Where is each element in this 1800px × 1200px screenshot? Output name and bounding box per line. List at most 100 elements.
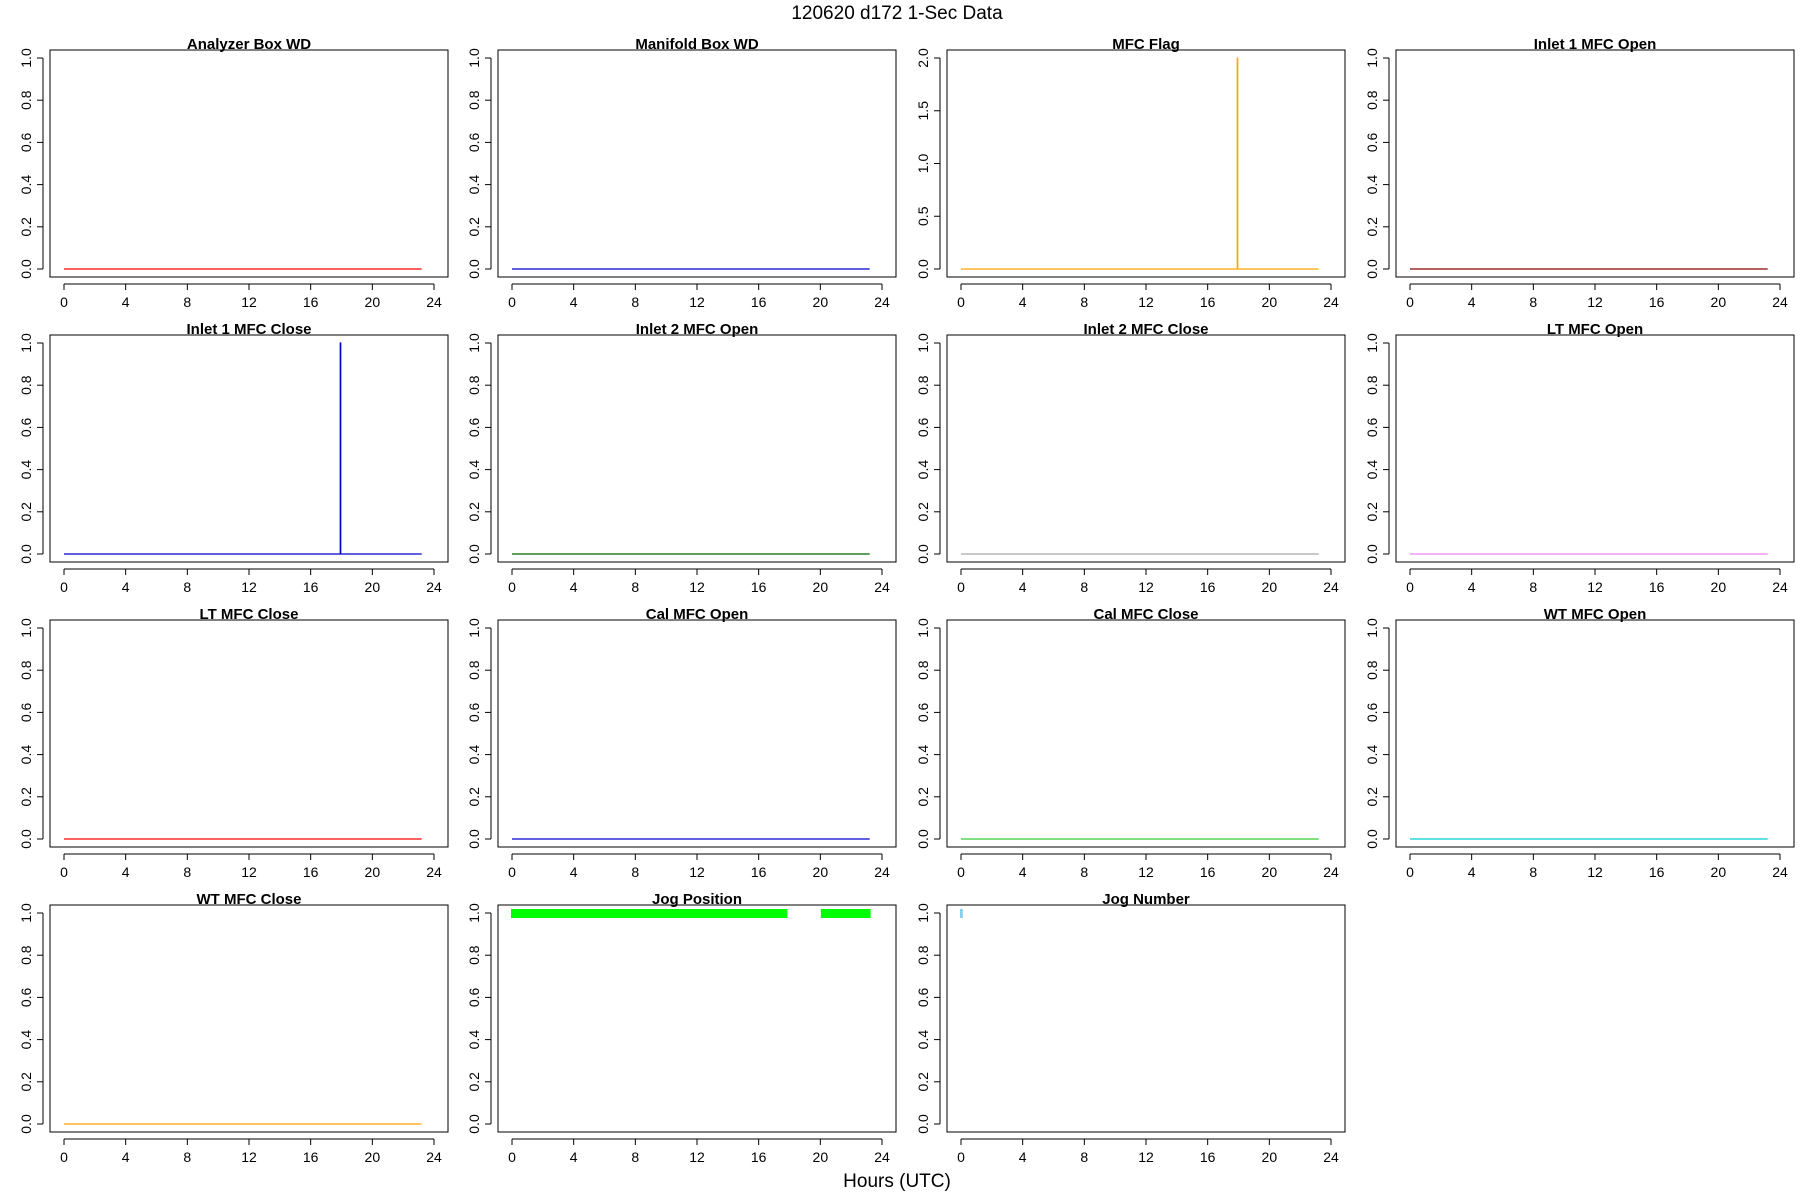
x-tick-label: 8 xyxy=(1080,579,1088,595)
x-tick-label: 24 xyxy=(1323,864,1339,880)
y-tick-label: 0.4 xyxy=(915,1030,931,1050)
x-tick-label: 20 xyxy=(813,294,829,310)
x-tick-label: 4 xyxy=(1019,864,1027,880)
x-tick-label: 20 xyxy=(365,1149,381,1165)
y-tick-label: 1.0 xyxy=(466,618,482,638)
x-tick-label: 24 xyxy=(874,1149,890,1165)
panel-title: WT MFC Close xyxy=(197,891,302,908)
x-tick-label: 24 xyxy=(1772,294,1788,310)
x-tick-label: 20 xyxy=(1711,294,1727,310)
x-tick-label: 20 xyxy=(1711,864,1727,880)
x-tick-label: 4 xyxy=(570,294,578,310)
plot-frame xyxy=(49,334,449,563)
y-tick-label: 1.5 xyxy=(915,101,931,121)
x-tick-label: 4 xyxy=(122,579,130,595)
x-tick-label: 12 xyxy=(241,1149,257,1165)
x-tick-label: 20 xyxy=(1262,579,1278,595)
y-tick-label: 0.0 xyxy=(1364,544,1380,564)
y-tick-label: 0.4 xyxy=(18,175,34,195)
x-tick-label: 16 xyxy=(751,294,767,310)
y-tick-label: 0.6 xyxy=(915,702,931,722)
x-tick-label: 12 xyxy=(689,1149,705,1165)
x-tick-label: 4 xyxy=(1468,579,1476,595)
y-tick-label: 0.0 xyxy=(466,829,482,849)
y-tick-label: 0.8 xyxy=(1364,90,1380,110)
x-tick-label: 24 xyxy=(874,294,890,310)
panel-title: Manifold Box WD xyxy=(635,36,758,53)
plot-frame xyxy=(497,334,897,563)
y-tick-label: 0.0 xyxy=(1364,259,1380,279)
plot-frame xyxy=(946,904,1346,1133)
panel-title: Inlet 1 MFC Close xyxy=(186,321,311,338)
y-tick-label: 0.8 xyxy=(18,375,34,395)
x-tick-label: 0 xyxy=(1406,294,1414,310)
x-tick-label: 4 xyxy=(1468,294,1476,310)
y-tick-label: 0.2 xyxy=(466,787,482,807)
chart-panel: Jog Number 0 4 8 12 16 20 24 0.0 0.2 0.4 0.6 0.8 1.0 xyxy=(915,891,1346,1165)
x-tick-label: 24 xyxy=(426,864,442,880)
y-tick-label: 1.0 xyxy=(915,618,931,638)
x-tick-label: 16 xyxy=(1649,294,1665,310)
y-tick-label: 0.4 xyxy=(1364,460,1380,480)
y-tick-label: 1.0 xyxy=(915,903,931,923)
y-tick-label: 0.0 xyxy=(915,544,931,564)
y-tick-label: 0.6 xyxy=(915,417,931,437)
x-tick-label: 8 xyxy=(183,294,191,310)
x-tick-label: 8 xyxy=(1080,864,1088,880)
x-tick-label: 16 xyxy=(1649,579,1665,595)
y-tick-label: 1.0 xyxy=(18,618,34,638)
x-tick-label: 24 xyxy=(1323,294,1339,310)
chart-panel: WT MFC Open 0 4 8 12 16 20 24 0.0 0.2 0.4 0.6 0.8 1.0 xyxy=(1364,606,1795,880)
x-tick-label: 12 xyxy=(1587,864,1603,880)
x-tick-label: 0 xyxy=(508,294,516,310)
x-tick-label: 0 xyxy=(957,864,965,880)
x-tick-label: 0 xyxy=(60,579,68,595)
x-tick-label: 16 xyxy=(1200,579,1216,595)
y-tick-label: 0.4 xyxy=(466,460,482,480)
x-tick-label: 20 xyxy=(365,864,381,880)
y-tick-label: 0.6 xyxy=(1364,702,1380,722)
x-tick-label: 4 xyxy=(1019,579,1027,595)
y-tick-label: 0.8 xyxy=(466,945,482,965)
plot-frame xyxy=(49,619,449,848)
x-axis-title: Hours (UTC) xyxy=(843,1171,951,1192)
y-tick-label: 0.4 xyxy=(915,460,931,480)
x-tick-label: 16 xyxy=(303,1149,319,1165)
y-tick-label: 1.0 xyxy=(18,48,34,68)
x-tick-label: 16 xyxy=(751,864,767,880)
x-tick-label: 24 xyxy=(426,294,442,310)
y-tick-label: 0.4 xyxy=(915,745,931,765)
x-tick-label: 12 xyxy=(241,864,257,880)
y-tick-label: 0.6 xyxy=(915,987,931,1007)
y-tick-label: 0.4 xyxy=(466,175,482,195)
x-tick-label: 8 xyxy=(1529,579,1537,595)
y-tick-label: 0.8 xyxy=(1364,660,1380,680)
x-tick-label: 8 xyxy=(631,579,639,595)
chart-panel: Analyzer Box WD 0 4 8 12 16 20 24 0.0 0.2 0.4 0.6 0.… xyxy=(18,36,449,310)
x-tick-label: 4 xyxy=(122,864,130,880)
chart-panel: LT MFC Open 0 4 8 12 16 20 24 0.0 0.2 0.4 0.6 0.8 1.0 xyxy=(1364,321,1795,595)
x-tick-label: 24 xyxy=(1772,579,1788,595)
x-tick-label: 4 xyxy=(1019,294,1027,310)
y-tick-label: 0.8 xyxy=(915,945,931,965)
x-tick-label: 16 xyxy=(751,1149,767,1165)
x-tick-label: 8 xyxy=(631,864,639,880)
x-tick-label: 12 xyxy=(241,579,257,595)
x-tick-label: 24 xyxy=(874,864,890,880)
y-tick-label: 0.4 xyxy=(466,1030,482,1050)
y-tick-label: 1.0 xyxy=(1364,333,1380,353)
y-tick-label: 0.6 xyxy=(466,987,482,1007)
plot-frame xyxy=(946,49,1346,278)
data-point-band xyxy=(820,909,871,918)
y-tick-label: 1.0 xyxy=(18,333,34,353)
panel-title: Analyzer Box WD xyxy=(187,36,311,53)
y-tick-label: 1.0 xyxy=(915,333,931,353)
x-tick-label: 8 xyxy=(1080,1149,1088,1165)
chart-panel: MFC Flag 0 4 8 12 16 20 24 0.0 0.5 1.0 1.5 2.0 xyxy=(915,36,1346,310)
x-tick-label: 20 xyxy=(365,294,381,310)
x-tick-label: 8 xyxy=(183,1149,191,1165)
y-tick-label: 0.2 xyxy=(915,502,931,522)
x-tick-label: 4 xyxy=(1468,864,1476,880)
y-tick-label: 1.0 xyxy=(1364,48,1380,68)
